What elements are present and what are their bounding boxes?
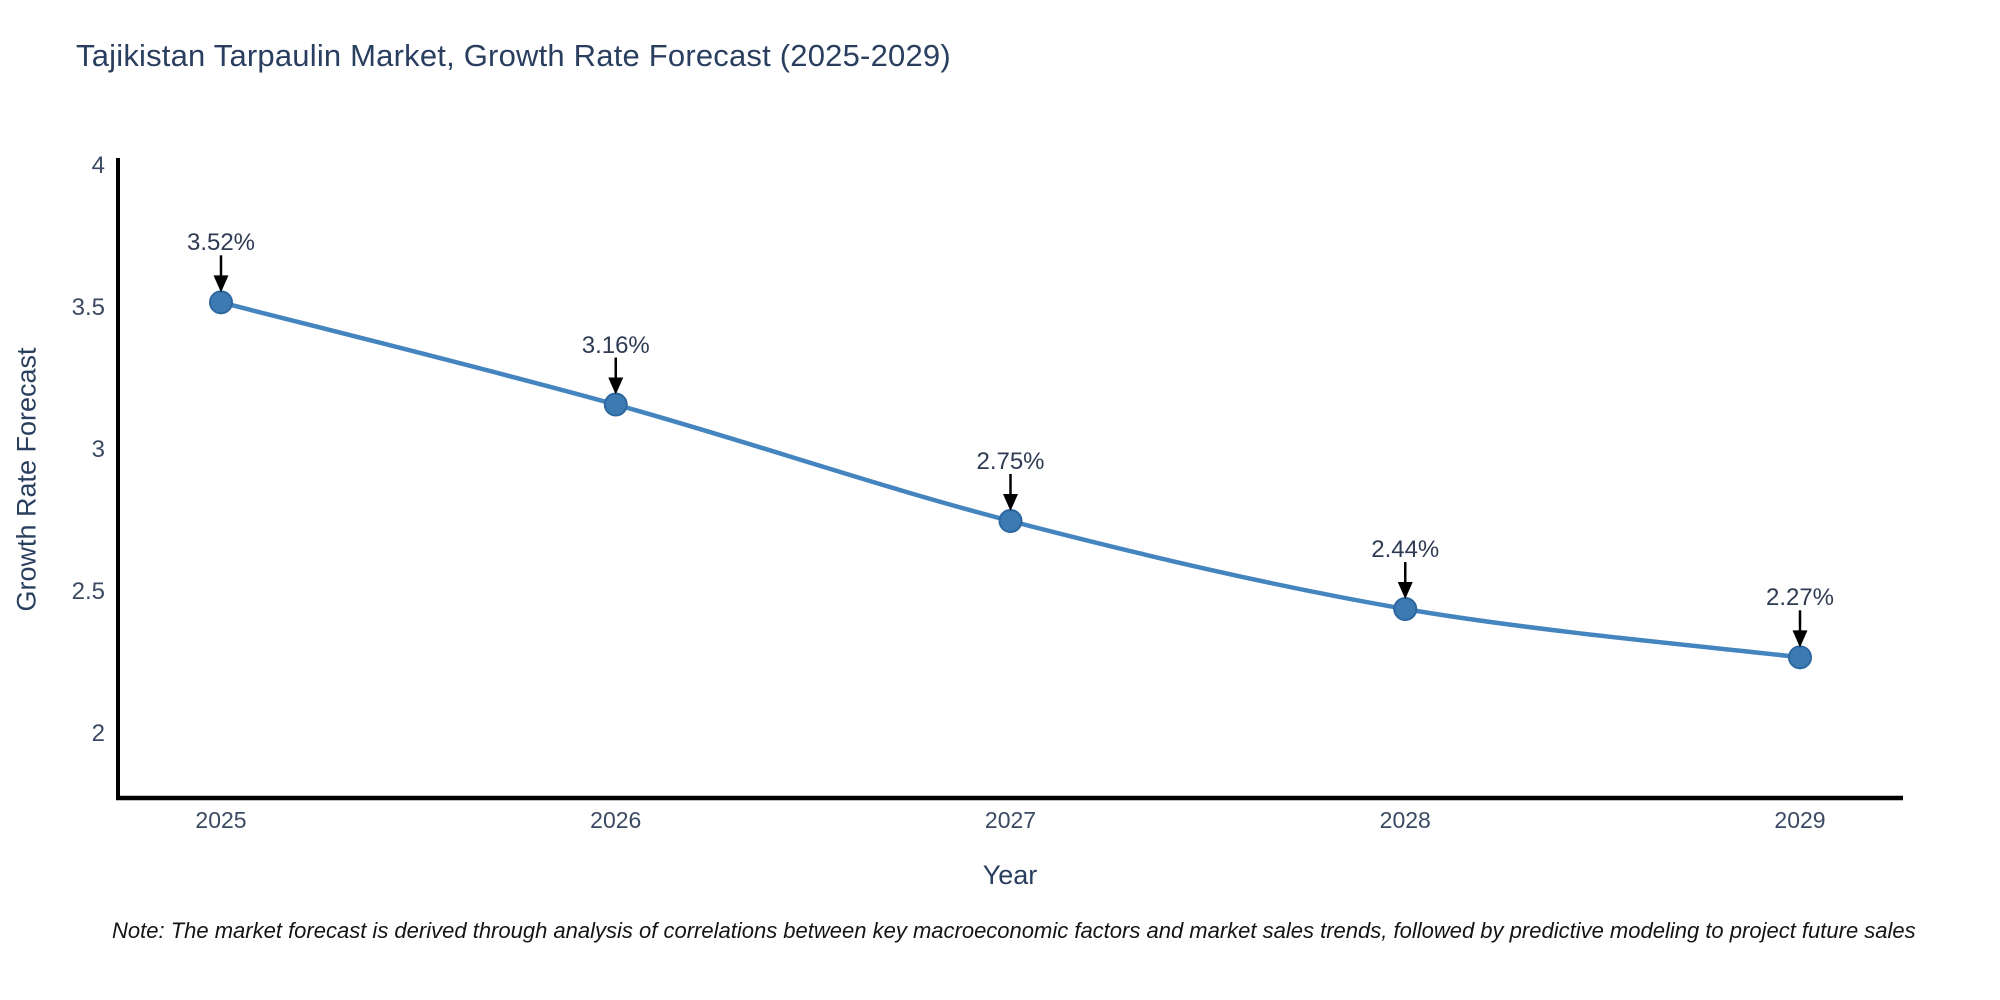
x-tick-label: 2025 <box>195 807 247 833</box>
data-point-marker <box>209 290 233 315</box>
annotation-arrow-head <box>1792 630 1808 648</box>
point-value-label: 3.52% <box>186 229 256 257</box>
y-tick-label: 3 <box>91 436 105 463</box>
y-tick-label: 4 <box>91 152 105 179</box>
y-tick-label: 3.5 <box>71 294 105 321</box>
data-point-marker <box>603 392 628 417</box>
x-tick-label: 2028 <box>1379 807 1431 833</box>
point-value-label: 3.16% <box>581 331 650 359</box>
x-tick-label: 2029 <box>1774 807 1826 833</box>
x-tick-label: 2026 <box>590 807 642 833</box>
y-tick-label: 2.5 <box>71 578 105 605</box>
data-point-marker <box>1393 597 1418 622</box>
y-tick-label: 2 <box>91 720 105 747</box>
data-point-marker <box>998 509 1023 533</box>
chart-title: Tajikistan Tarpaulin Market, Growth Rate… <box>76 38 951 73</box>
x-tick-label: 2027 <box>984 807 1037 833</box>
data-point-marker <box>1788 645 1812 670</box>
point-value-label: 2.27% <box>1765 584 1835 612</box>
x-axis-title: Year <box>982 860 1038 890</box>
footnote: Note: The market forecast is derived thr… <box>112 918 1916 943</box>
annotation-arrow-head <box>213 275 229 293</box>
annotation-arrow-head <box>1397 582 1413 600</box>
annotation-arrow-head <box>1003 494 1018 511</box>
annotation-arrow-head <box>608 377 624 395</box>
point-value-label: 2.44% <box>1371 536 1440 564</box>
point-value-label: 2.75% <box>976 448 1045 475</box>
